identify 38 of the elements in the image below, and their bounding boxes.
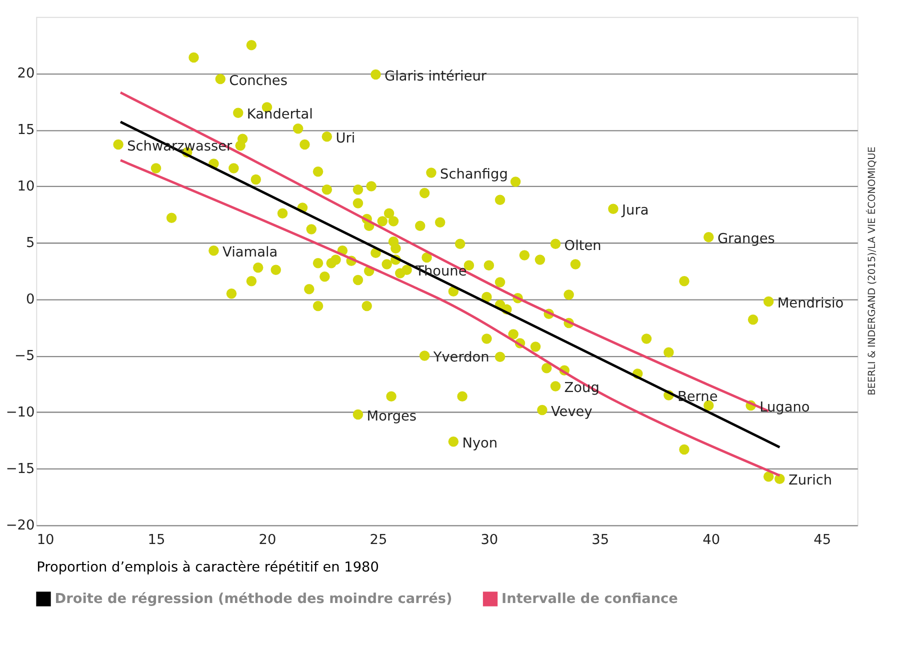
y-tick-label: 0: [26, 292, 35, 308]
legend-label: Intervalle de confiance: [502, 590, 678, 607]
y-tick-label: 20: [17, 66, 35, 82]
y-tick-label: 5: [26, 235, 35, 252]
legend-label: Droite de régression (méthode des moindre carrés): [54, 590, 452, 607]
annotation: Conches: [229, 72, 288, 89]
annotation: Schanfigg: [440, 166, 508, 183]
annotation: Vevey: [550, 404, 592, 420]
annotation: Granges: [717, 230, 775, 247]
x-tick-label: 30: [480, 532, 498, 548]
annotation: Zurich: [788, 472, 832, 489]
annotation: Uri: [336, 130, 356, 146]
text: BEERLI & INDERGAND (2015)/LA VIE ÉCONOMIQUE: [864, 146, 878, 396]
y-tick-label: 10: [17, 178, 35, 195]
x-tick-label: 35: [592, 532, 610, 548]
x-tick-label: 40: [702, 532, 720, 548]
annotation: Mendrisio: [777, 295, 844, 312]
annotation: Olten: [564, 238, 602, 254]
y-tick-label: −20: [6, 518, 35, 534]
annotation: Nyon: [462, 435, 498, 452]
x-tick-label: 25: [370, 532, 388, 548]
y-tick-label: −10: [6, 404, 35, 421]
annotation: Yverdon: [432, 350, 490, 366]
annotation: Morges: [366, 408, 417, 424]
y-tick-label: −5: [14, 348, 35, 364]
annotation: Lugano: [760, 399, 810, 416]
y-tick-label: −15: [6, 461, 35, 478]
annotation: Viamala: [222, 244, 278, 261]
x-tick-label: 45: [814, 532, 832, 548]
annotation: Jura: [621, 202, 649, 219]
x-tick-label: 20: [258, 532, 276, 548]
x-tick-label: 15: [148, 532, 166, 548]
x-tick-label: 10: [36, 532, 54, 548]
annotation: Kandertal: [246, 106, 313, 123]
x-axis-title: Proportion d’emplois à caractère répétitif en 1980: [36, 560, 379, 576]
annotation: Glaris intérieur: [384, 68, 487, 84]
annotation: Berne: [677, 389, 718, 406]
y-tick-label: 15: [17, 122, 35, 138]
